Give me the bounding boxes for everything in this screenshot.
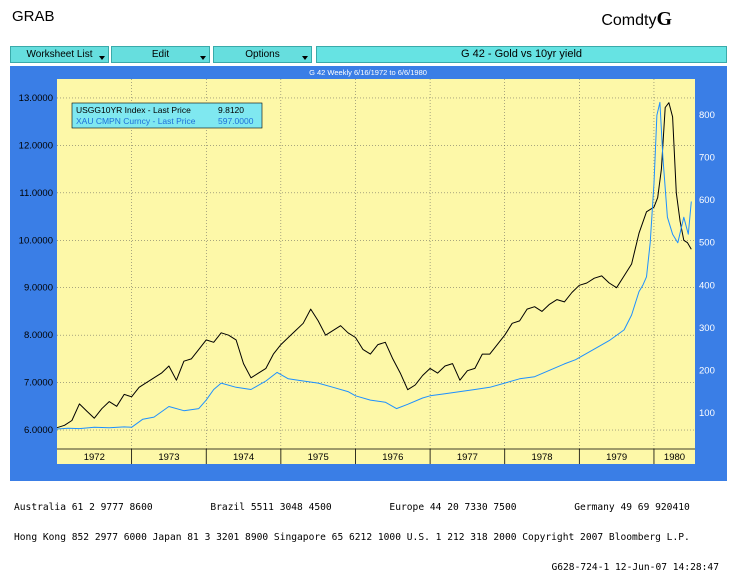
x-tick-label: 1979 [606,452,627,463]
chevron-down-icon [302,56,308,60]
left-tick-label: 12.0000 [19,140,53,151]
sector-logo: G [656,8,672,30]
series-line-yield [56,102,692,429]
right-tick-label: 200 [699,365,715,376]
x-tick-label: 1978 [531,452,552,463]
chart: G 42 Weekly 6/16/1972 to 6/6/1980 6.0000… [10,66,727,481]
x-tick-label: 1972 [84,452,105,463]
legend-label-yield: USGG10YR Index - Last Price [76,105,191,115]
right-tick-label: 400 [699,280,715,291]
options-label: Options [245,49,280,60]
plot-area [57,79,695,449]
edit-button[interactable]: Edit [111,46,210,63]
left-tick-label: 11.0000 [19,188,53,199]
left-tick-label: 7.0000 [24,378,53,389]
chevron-down-icon [99,56,105,60]
x-tick-label: 1977 [457,452,478,463]
right-tick-label: 100 [699,408,715,419]
legend-value-gold: 597.0000 [218,116,254,126]
right-axis: 100 200 300 400 500 600 700 800 [699,110,715,419]
x-axis-band [57,449,695,464]
worksheet-list-button[interactable]: Worksheet List [10,46,109,63]
chevron-down-icon [200,56,206,60]
x-tick-label: 1973 [158,452,179,463]
legend-value-yield: 9.8120 [218,105,244,115]
right-tick-label: 500 [699,238,715,249]
x-tick-label: 1976 [382,452,403,463]
x-tick-label: 1975 [308,452,329,463]
right-tick-label: 600 [699,195,715,206]
left-tick-label: 10.0000 [19,235,53,246]
legend-label-gold: XAU CMPN Curncy - Last Price [76,116,196,126]
left-tick-label: 13.0000 [19,93,53,104]
footer-line-1: Australia 61 2 9777 8600 Brazil 5511 304… [14,502,690,513]
legend-box [71,102,263,129]
chart-subtitle: G 42 Weekly 6/16/1972 to 6/6/1980 [309,68,427,77]
app-name: GRAB [12,8,55,25]
footer-line-2: Hong Kong 852 2977 6000 Japan 81 3 3201 … [14,532,690,543]
toolbar: Worksheet List Edit Options G 42 - Gold … [10,46,727,63]
series-line-gold [56,101,692,430]
sector-label: ComdtyG [601,8,672,31]
x-axis: 1972 1973 1974 1975 1976 1977 1978 1979 1980 [84,452,685,463]
x-tick-label: 1980 [664,452,685,463]
left-tick-label: 6.0000 [24,425,53,436]
edit-label: Edit [151,49,170,60]
right-tick-label: 800 [699,110,715,121]
x-tick-label: 1974 [233,452,254,463]
footer-line-3: G628-724-1 12-Jun-07 14:28:47 [551,562,719,573]
series-group [56,101,692,430]
left-tick-label: 9.0000 [24,283,53,294]
options-button[interactable]: Options [213,46,312,63]
left-tick-label: 8.0000 [24,330,53,341]
left-axis: 6.0000 7.0000 8.0000 9.0000 10.0000 11.0000 12… [19,93,53,436]
footer: Australia 61 2 9777 8600 Brazil 5511 304… [14,483,719,583]
sector-text: Comdty [601,12,657,29]
chart-title: G 42 - Gold vs 10yr yield [316,46,727,63]
grid [57,79,695,464]
right-tick-label: 700 [699,153,715,164]
worksheet-list-label: Worksheet List [26,49,93,60]
right-tick-label: 300 [699,323,715,334]
legend: USGG10YR Index - Last Price 9.8120 XAU C… [71,102,263,129]
